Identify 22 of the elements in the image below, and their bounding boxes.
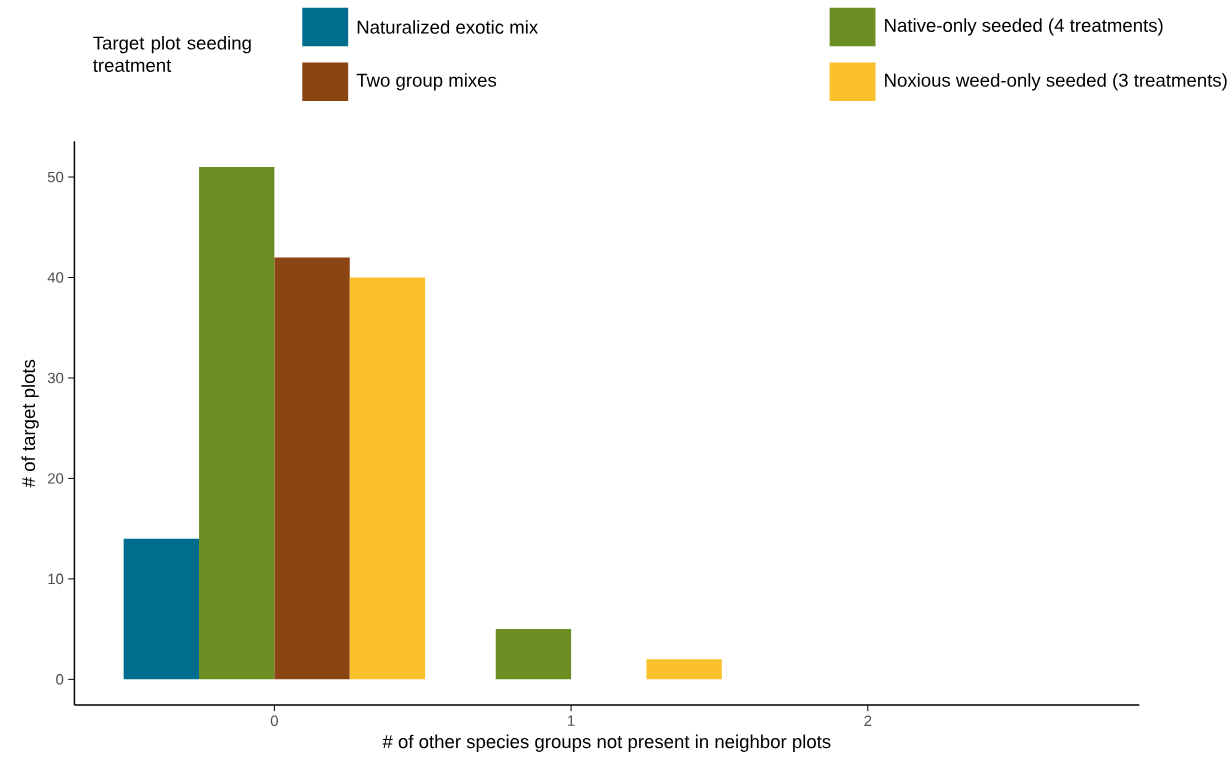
y-tick-label: 50 <box>47 171 64 183</box>
y-tick-label: 40 <box>47 272 64 283</box>
legend-label: Naturalized exotic mix <box>357 20 538 34</box>
bar <box>199 167 275 680</box>
legend-label: Noxious weed-only seeded (3 treatments) <box>885 73 1227 91</box>
bar <box>495 629 572 680</box>
legend-label: Native-only seeded (4 treatments) <box>885 18 1163 36</box>
legend-title: Target plot seeding treatment <box>93 36 251 73</box>
x-tick-label: 0 <box>270 715 278 727</box>
bar <box>349 277 426 680</box>
x-tick-label: 2 <box>864 715 872 727</box>
bar <box>646 659 722 680</box>
y-tick-label: 0 <box>56 674 64 685</box>
x-axis-title: # of other species groups not present in neighbor plots <box>382 734 831 753</box>
bar <box>274 257 350 680</box>
y-axis-title: # of target plots <box>21 359 39 488</box>
y-tick-label: 30 <box>47 372 64 384</box>
x-tick-label: 1 <box>568 715 575 726</box>
y-tick-label: 10 <box>48 573 64 585</box>
legend-label: Two group mixes <box>356 73 497 91</box>
bar <box>123 538 200 680</box>
y-tick-label: 20 <box>48 473 64 484</box>
